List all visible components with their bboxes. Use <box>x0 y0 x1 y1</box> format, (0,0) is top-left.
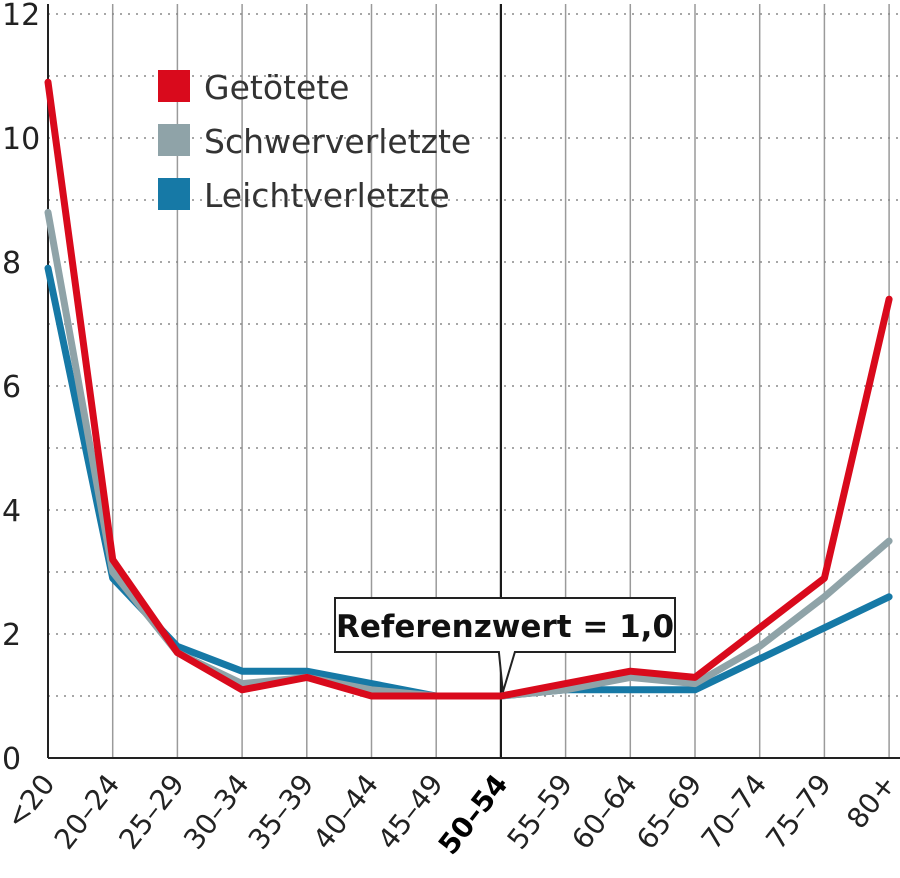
legend-swatch-getötete <box>158 70 190 102</box>
x-tick-label: 30–34 <box>177 768 255 856</box>
x-tick-label: 65–69 <box>630 768 708 856</box>
reference-callout-box <box>334 597 676 693</box>
y-tick-label: 6 <box>2 370 21 405</box>
series-lines <box>44 78 893 700</box>
series-line-getötete <box>44 78 893 700</box>
x-tick-label: 35–39 <box>242 768 320 856</box>
x-tick-label: 55–59 <box>501 768 579 856</box>
legend-label-getötete: Getötete <box>204 68 350 107</box>
x-tick-label: 75–79 <box>759 768 837 856</box>
x-tick-label: 60–64 <box>565 768 643 856</box>
reference-annotation: Referenzwert = 1,0 <box>334 597 676 693</box>
legend-label-schwerverletzte: Schwerverletzte <box>204 122 471 161</box>
x-tick-label: 80+ <box>840 768 900 835</box>
x-tick-label: 70–74 <box>695 768 773 856</box>
x-tick-label: 25–29 <box>112 768 190 856</box>
reference-callout-label: Referenzwert = 1,0 <box>336 609 674 645</box>
legend-swatch-leichtverletzte <box>158 178 190 210</box>
x-tick-label: 40–44 <box>307 768 385 856</box>
x-tick-labels: <2020–2425–2930–3435–3940–4445–4950–5455… <box>0 768 900 861</box>
y-tick-label: 10 <box>2 122 40 157</box>
y-tick-label: 8 <box>2 246 21 281</box>
x-tick-label: <20 <box>0 768 62 835</box>
legend: Getötete Schwerverletzte Leichtverletzte <box>158 68 471 215</box>
x-tick-label: 50–54 <box>432 768 515 861</box>
y-tick-label: 0 <box>2 742 21 777</box>
x-tick-label: 20–24 <box>48 768 126 856</box>
y-tick-label: 4 <box>2 494 21 529</box>
axes <box>47 4 900 759</box>
y-tick-labels: 0 2 4 6 8 10 12 <box>2 0 40 777</box>
y-tick-label: 2 <box>2 618 21 653</box>
y-tick-label: 12 <box>2 0 40 33</box>
legend-label-leichtverletzte: Leichtverletzte <box>204 176 450 215</box>
legend-swatch-schwerverletzte <box>158 124 190 156</box>
